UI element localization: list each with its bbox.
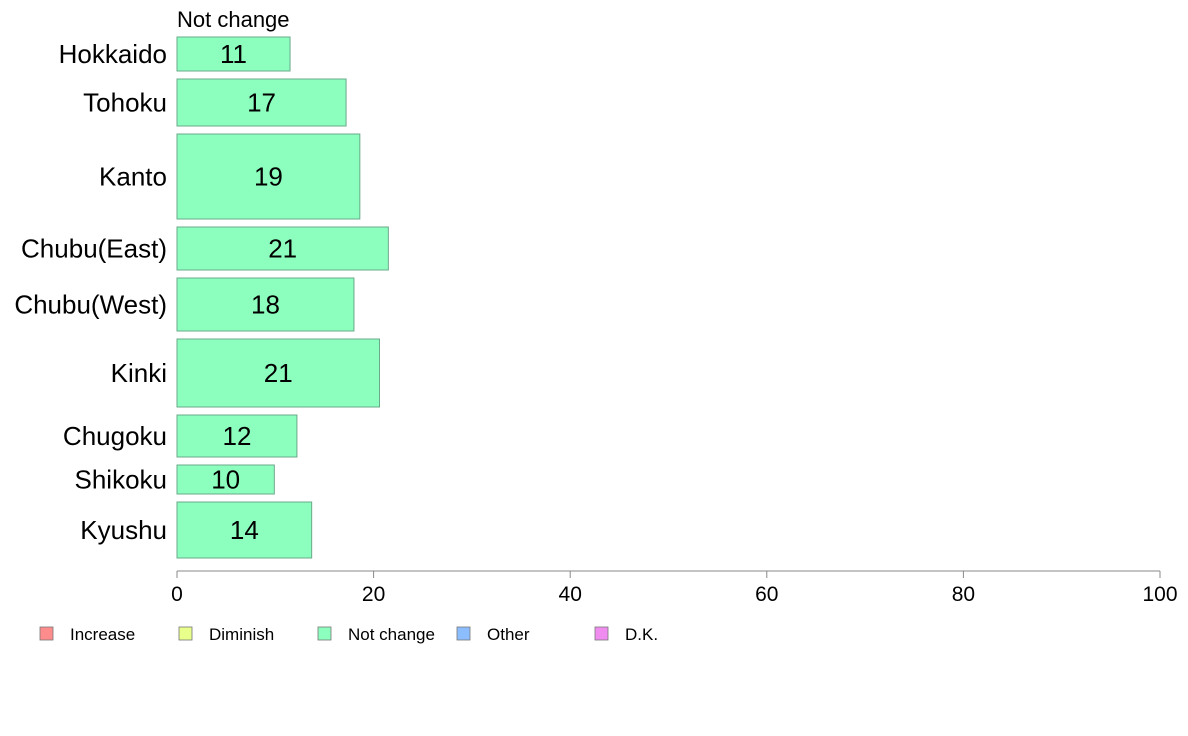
category-label-hokkaido: Hokkaido — [59, 39, 167, 69]
value-label-chubu-west: 18 — [251, 290, 280, 320]
category-label-kanto: Kanto — [99, 162, 167, 192]
category-label-kinki: Kinki — [111, 358, 167, 388]
legend-swatch-diminish — [178, 626, 193, 641]
category-label-chubu-west: Chubu(West) — [14, 290, 167, 320]
legend-label-other: Other — [487, 625, 530, 644]
legend-swatch-not-change — [317, 626, 332, 641]
bar-chugoku — [176, 414, 298, 458]
value-label-kanto: 19 — [254, 162, 283, 192]
category-label-kyushu: Kyushu — [80, 515, 167, 545]
value-label-kinki: 21 — [264, 358, 293, 388]
bar-chubu-east — [176, 226, 389, 271]
bar-chubu-west — [176, 277, 355, 332]
bar-shikoku — [176, 464, 275, 495]
x-tick-label-20: 20 — [362, 583, 385, 606]
category-label-chugoku: Chugoku — [63, 421, 167, 451]
value-label-chubu-east: 21 — [268, 234, 297, 264]
legend: Increase Diminish Not change Other D.K. — [39, 625, 658, 644]
x-tick-label-80: 80 — [952, 583, 975, 606]
bar-hokkaido — [176, 36, 291, 72]
x-tick-label-100: 100 — [1142, 583, 1177, 606]
legend-label-not-change: Not change — [348, 625, 435, 644]
legend-label-diminish: Diminish — [209, 625, 274, 644]
legend-swatch-d-k — [594, 626, 609, 641]
bar-kinki — [176, 338, 380, 408]
value-label-kyushu: 14 — [230, 515, 259, 545]
panel-title: Not change — [177, 7, 290, 32]
bars — [176, 36, 389, 559]
x-axis: 0 20 40 60 80 100 — [171, 570, 1178, 606]
x-tick-label-0: 0 — [171, 583, 183, 606]
bar-kanto — [176, 133, 361, 220]
category-labels: Hokkaido Tohoku Kanto Chubu(East) Chubu(West… — [14, 39, 167, 545]
bar-kyushu — [176, 501, 313, 559]
value-label-shikoku: 10 — [211, 465, 240, 495]
legend-swatch-increase — [39, 626, 54, 641]
category-label-shikoku: Shikoku — [75, 465, 168, 495]
value-label-tohoku: 17 — [247, 88, 276, 118]
x-tick-label-40: 40 — [559, 583, 582, 606]
legend-swatch-other — [456, 626, 471, 641]
legend-label-d-k: D.K. — [625, 625, 658, 644]
value-label-chugoku: 12 — [223, 421, 252, 451]
value-label-hokkaido: 11 — [220, 39, 247, 69]
category-label-tohoku: Tohoku — [83, 88, 167, 118]
x-tick-label-60: 60 — [755, 583, 778, 606]
bar-tohoku — [176, 78, 347, 127]
legend-label-increase: Increase — [70, 625, 135, 644]
category-label-chubu-east: Chubu(East) — [21, 234, 167, 264]
